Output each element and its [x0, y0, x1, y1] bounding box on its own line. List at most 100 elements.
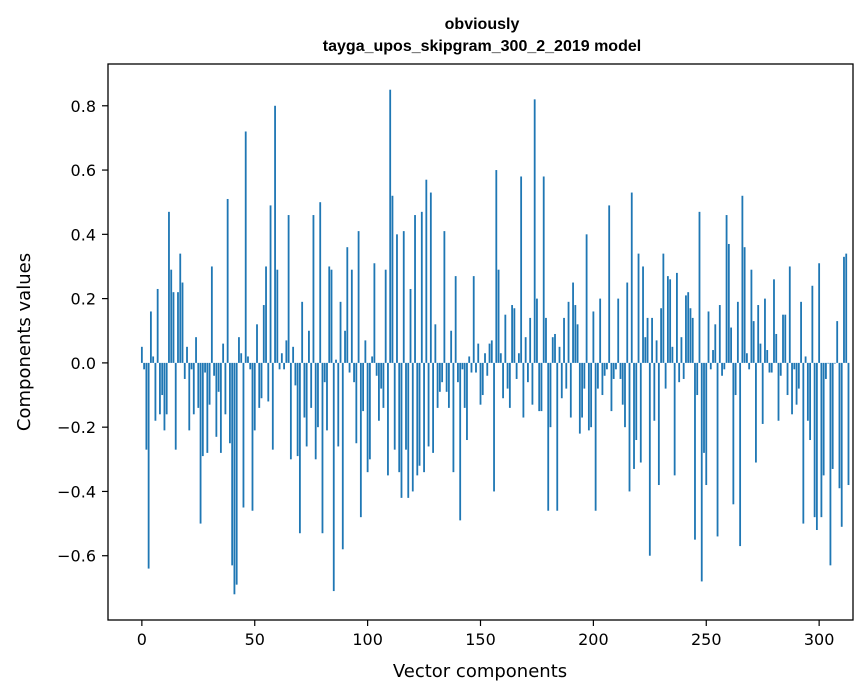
- bar-10: [163, 362, 166, 431]
- bar-65: [287, 215, 290, 363]
- bar-76: [312, 215, 315, 363]
- bar-148: [475, 362, 477, 373]
- bar-282: [777, 362, 780, 421]
- bar-182: [551, 337, 554, 363]
- bar-73: [305, 362, 308, 447]
- bar-98: [362, 362, 365, 412]
- bar-229: [657, 362, 660, 486]
- bar-195: [581, 362, 583, 418]
- bar-265: [739, 362, 742, 547]
- bar-159: [499, 353, 502, 363]
- bar-120: [411, 362, 414, 492]
- bar-224: [646, 317, 649, 363]
- bar-121: [414, 215, 416, 363]
- bar-116: [402, 231, 405, 363]
- bar-268: [745, 353, 748, 363]
- bar-214: [624, 362, 626, 428]
- bar-313: [847, 362, 850, 486]
- bar-286: [786, 362, 789, 396]
- bar-295: [806, 362, 809, 421]
- bar-217: [630, 192, 633, 363]
- x-tick-label: 150: [465, 630, 496, 649]
- bar-63: [283, 362, 285, 370]
- bar-311: [843, 256, 845, 363]
- bar-132: [438, 362, 441, 392]
- bar-48: [249, 362, 252, 370]
- bar-199: [590, 362, 593, 428]
- bar-191: [572, 282, 574, 363]
- bar-26: [199, 362, 202, 524]
- bar-85: [332, 362, 335, 592]
- bar-196: [583, 362, 586, 389]
- bar-267: [743, 247, 746, 363]
- y-tick-label: 0.2: [71, 290, 96, 309]
- bar-74: [308, 330, 310, 363]
- bar-72: [303, 362, 306, 418]
- bar-124: [420, 211, 423, 363]
- bar-139: [454, 276, 457, 363]
- bar-250: [705, 362, 708, 486]
- bar-95: [355, 362, 358, 444]
- x-axis-label: Vector components: [393, 661, 567, 682]
- bar-122: [416, 362, 419, 476]
- bar-241: [685, 295, 687, 363]
- bar-291: [797, 362, 800, 389]
- bar-155: [490, 340, 493, 363]
- bar-216: [628, 362, 631, 492]
- bar-59: [274, 105, 276, 363]
- bar-287: [788, 266, 791, 363]
- bar-171: [527, 362, 529, 383]
- bar-56: [267, 362, 270, 402]
- bar-46: [244, 131, 247, 363]
- bar-226: [651, 317, 653, 363]
- bar-133: [441, 362, 444, 383]
- bar-4: [149, 311, 152, 363]
- bar-78: [317, 362, 319, 428]
- bar-14: [172, 292, 175, 363]
- bar-5: [152, 356, 155, 363]
- bar-290: [795, 362, 798, 405]
- y-tick-label: 0.0: [71, 354, 96, 373]
- bar-11: [165, 362, 168, 415]
- y-axis-ticks: −0.6 −0.4 −0.2 0.0 0.2 0.4 0.6 0.8: [57, 97, 108, 566]
- bar-30: [208, 362, 211, 405]
- x-tick-label: 200: [578, 630, 609, 649]
- bar-91: [346, 247, 349, 363]
- bar-21: [188, 362, 191, 431]
- bar-285: [784, 314, 787, 363]
- bar-213: [621, 362, 624, 405]
- bar-181: [549, 362, 552, 428]
- bar-202: [596, 362, 599, 389]
- bar-151: [481, 362, 484, 396]
- y-tick-label: 0.6: [71, 161, 96, 180]
- bar-123: [418, 362, 421, 466]
- x-tick-label: 50: [245, 630, 265, 649]
- bar-25: [197, 362, 200, 408]
- chart-title-line2: tayga_upos_skipgram_300_2_2019 model: [323, 38, 641, 55]
- bar-131: [436, 362, 439, 408]
- x-tick-label: 100: [352, 630, 383, 649]
- bar-252: [709, 362, 712, 370]
- bar-274: [759, 343, 762, 363]
- bar-236: [673, 362, 676, 476]
- bar-44: [240, 353, 243, 363]
- bar-18: [181, 282, 184, 363]
- bar-94: [353, 362, 355, 383]
- bar-96: [357, 231, 360, 363]
- bar-161: [504, 314, 507, 363]
- bar-251: [707, 311, 710, 363]
- bar-71: [301, 301, 304, 363]
- bar-239: [680, 337, 683, 363]
- bar-125: [423, 362, 425, 473]
- x-tick-label: 0: [137, 630, 147, 649]
- bar-296: [809, 362, 812, 441]
- bar-200: [592, 311, 595, 363]
- bar-298: [813, 362, 816, 518]
- bar-293: [802, 362, 805, 524]
- bar-222: [642, 266, 644, 363]
- bar-103: [373, 263, 376, 363]
- plot-frame: [107, 63, 854, 621]
- bar-194: [578, 362, 581, 434]
- bar-53: [260, 362, 263, 399]
